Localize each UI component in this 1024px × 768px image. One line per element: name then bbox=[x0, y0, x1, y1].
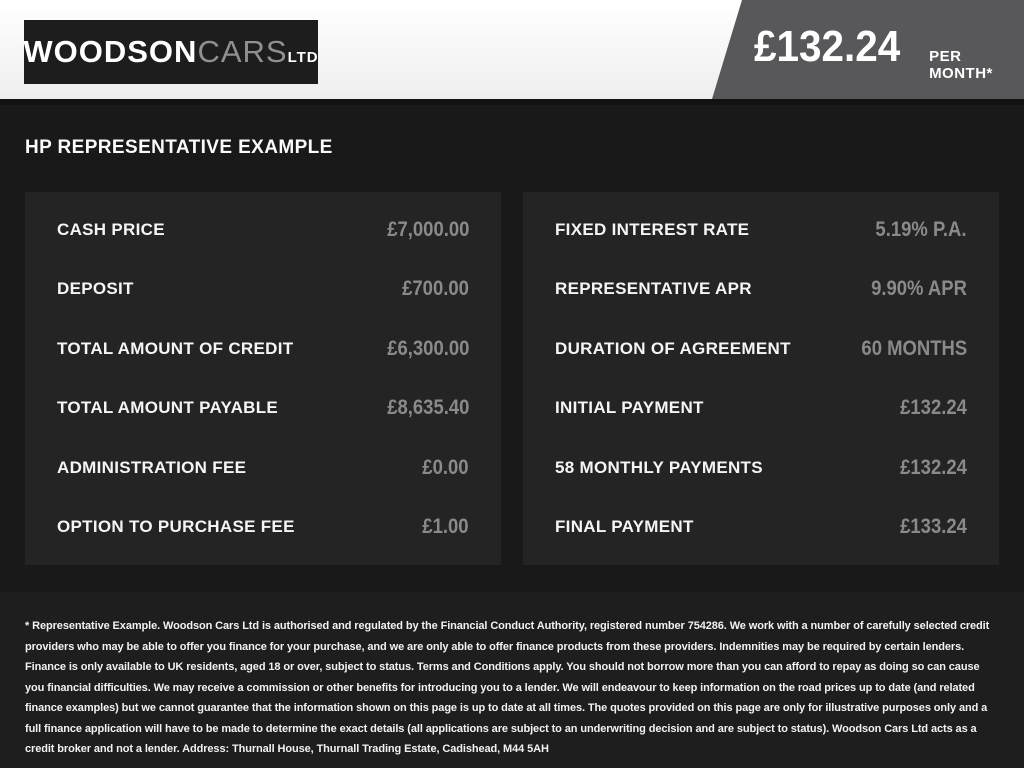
row-label: DURATION OF AGREEMENT bbox=[555, 338, 791, 358]
row-value: £0.00 bbox=[422, 455, 469, 479]
row-value: 9.90% APR bbox=[871, 277, 967, 301]
monthly-price-banner: £132.24 PER MONTH* bbox=[712, 0, 1024, 99]
table-row: FINAL PAYMENT £133.24 bbox=[555, 515, 967, 539]
dealer-logo: WOODSON CARS LTD bbox=[23, 20, 319, 84]
logo-brand-suffix: LTD bbox=[287, 49, 319, 66]
row-value: 5.19% P.A. bbox=[875, 218, 967, 241]
table-row: DURATION OF AGREEMENT 60 MONTHS bbox=[555, 337, 967, 361]
row-label: REPRESENTATIVE APR bbox=[555, 279, 752, 299]
monthly-price-caption: PER MONTH* bbox=[929, 48, 993, 82]
row-value: 60 MONTHS bbox=[861, 336, 967, 360]
row-value: £8,635.40 bbox=[386, 396, 469, 420]
row-label: DEPOSIT bbox=[57, 279, 134, 299]
row-label: CASH PRICE bbox=[57, 220, 165, 239]
row-value: £1.00 bbox=[422, 514, 469, 538]
finance-panel-right: FIXED INTEREST RATE 5.19% P.A. REPRESENT… bbox=[523, 192, 999, 565]
row-value: £700.00 bbox=[402, 277, 469, 301]
row-label: FINAL PAYMENT bbox=[555, 516, 694, 536]
monthly-price-amount: £132.24 bbox=[754, 22, 901, 71]
header: WOODSON CARS LTD £132.24 PER MONTH* bbox=[0, 0, 1024, 105]
table-row: 58 MONTHLY PAYMENTS £132.24 bbox=[555, 456, 967, 480]
table-row: TOTAL AMOUNT OF CREDIT £6,300.00 bbox=[57, 337, 469, 361]
row-value: £132.24 bbox=[900, 396, 967, 420]
table-row: REPRESENTATIVE APR 9.90% APR bbox=[555, 277, 967, 301]
disclaimer-section: * Representative Example. Woodson Cars L… bbox=[0, 592, 1024, 768]
row-value: £132.24 bbox=[900, 455, 967, 479]
table-row: FIXED INTEREST RATE 5.19% P.A. bbox=[555, 218, 967, 242]
table-row: CASH PRICE £7,000.00 bbox=[57, 218, 469, 242]
table-row: DEPOSIT £700.00 bbox=[57, 277, 469, 301]
row-label: OPTION TO PURCHASE FEE bbox=[57, 516, 295, 536]
main-content: HP REPRESENTATIVE EXAMPLE CASH PRICE £7,… bbox=[0, 111, 1024, 592]
page-title: HP REPRESENTATIVE EXAMPLE bbox=[25, 137, 333, 158]
table-row: OPTION TO PURCHASE FEE £1.00 bbox=[57, 515, 469, 539]
logo-brand-secondary: CARS bbox=[197, 34, 288, 69]
row-value: £6,300.00 bbox=[386, 336, 469, 360]
row-label: TOTAL AMOUNT PAYABLE bbox=[57, 398, 279, 418]
row-label: ADMINISTRATION FEE bbox=[57, 457, 247, 477]
finance-panels: CASH PRICE £7,000.00 DEPOSIT £700.00 TOT… bbox=[25, 192, 999, 565]
disclaimer-text: * Representative Example. Woodson Cars L… bbox=[25, 620, 990, 755]
table-row: TOTAL AMOUNT PAYABLE £8,635.40 bbox=[57, 396, 469, 420]
row-label: 58 MONTHLY PAYMENTS bbox=[555, 457, 763, 477]
table-row: INITIAL PAYMENT £132.24 bbox=[555, 396, 967, 420]
row-value: £133.24 bbox=[900, 514, 967, 538]
row-value: £7,000.00 bbox=[386, 218, 469, 241]
logo-brand-primary: WOODSON bbox=[23, 34, 198, 69]
table-row: ADMINISTRATION FEE £0.00 bbox=[57, 456, 469, 480]
row-label: FIXED INTEREST RATE bbox=[555, 220, 750, 239]
row-label: INITIAL PAYMENT bbox=[555, 398, 704, 418]
row-label: TOTAL AMOUNT OF CREDIT bbox=[57, 338, 294, 358]
finance-panel-left: CASH PRICE £7,000.00 DEPOSIT £700.00 TOT… bbox=[25, 192, 501, 565]
